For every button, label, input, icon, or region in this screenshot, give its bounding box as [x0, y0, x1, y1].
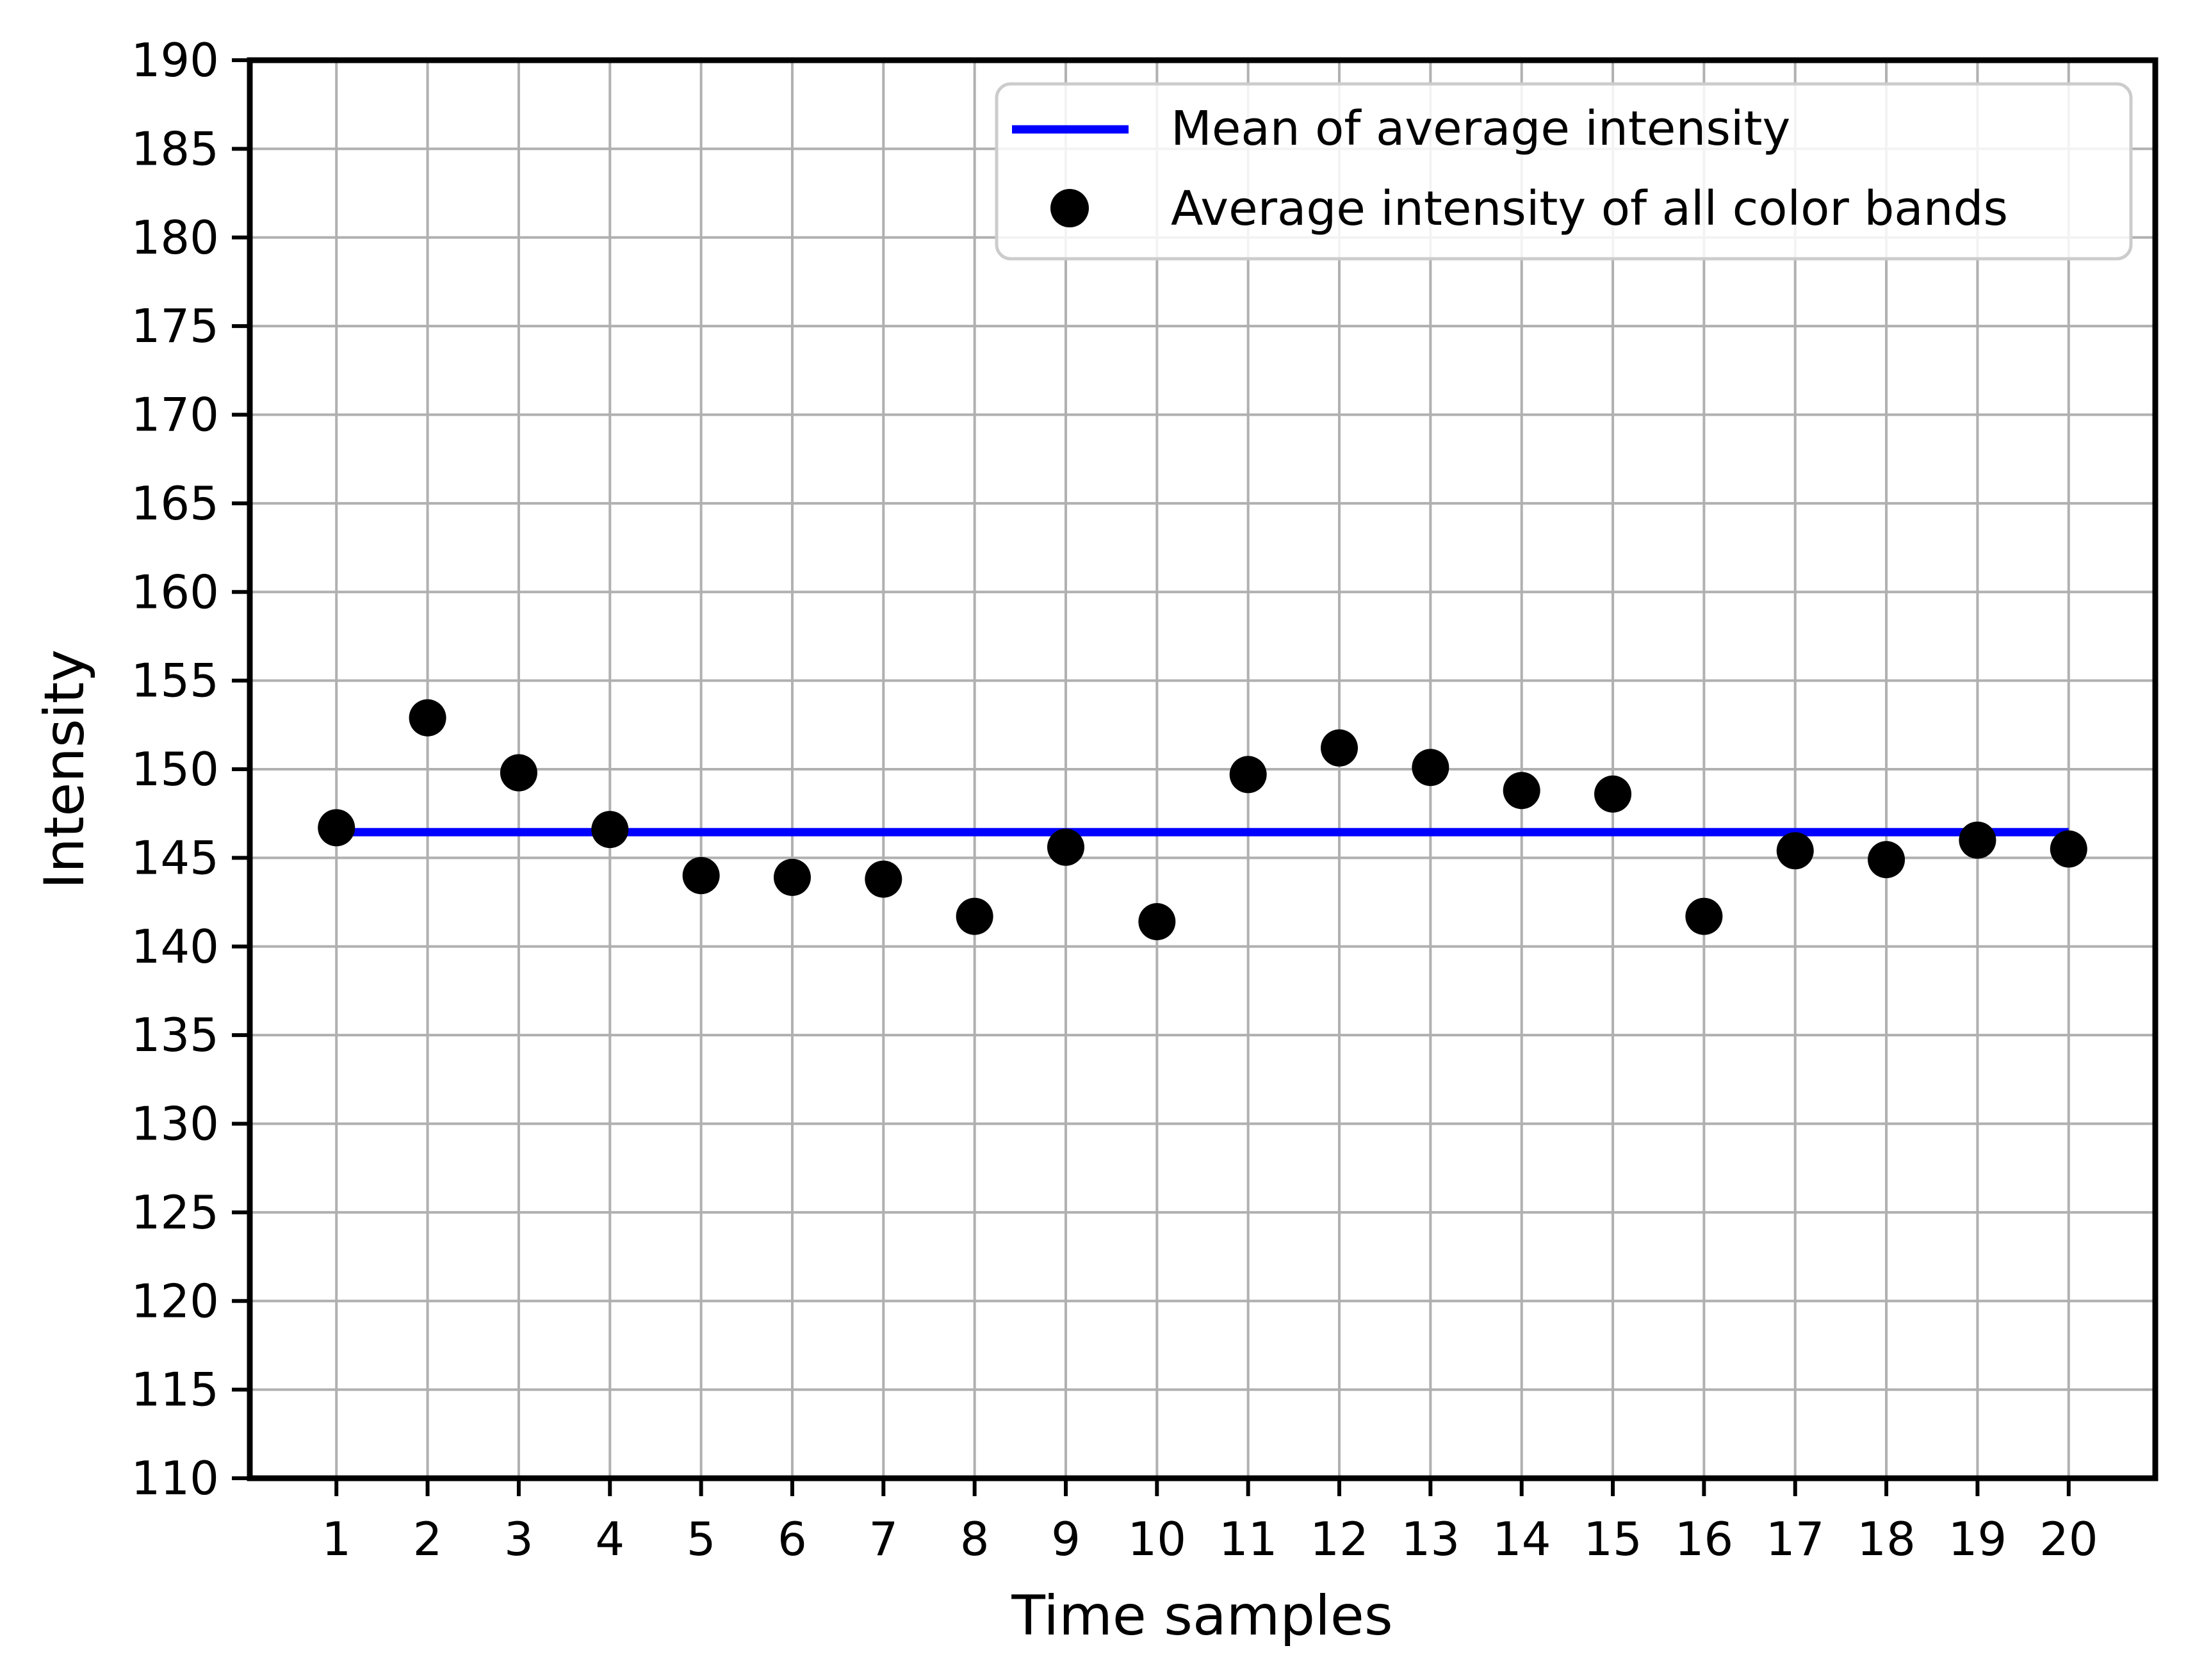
legend-dot-sample	[1050, 189, 1089, 227]
data-point-1	[318, 809, 355, 847]
x-tick-label: 8	[960, 1512, 990, 1566]
x-tick-label: 2	[413, 1512, 443, 1566]
x-tick-label: 7	[869, 1512, 898, 1566]
x-tick-label: 10	[1128, 1512, 1187, 1566]
axis-ticks: 1 2 3 4 5 6 7 8 9 10 11 12 13 14 15 16 17 18 19 20190185180…	[131, 33, 2098, 1566]
data-point-20	[2050, 830, 2087, 868]
legend-label-mean: Mean of average intensity	[1171, 101, 1790, 156]
y-tick-label: 150	[131, 742, 219, 796]
data-point-19	[1959, 821, 1996, 859]
y-tick-label: 125	[131, 1186, 219, 1239]
x-tick-label: 20	[2039, 1512, 2098, 1566]
legend-box	[995, 82, 2133, 261]
x-axis-label: Time samples	[1011, 1584, 1392, 1648]
data-point-13	[1412, 749, 1449, 787]
x-tick-label: 4	[595, 1512, 624, 1566]
data-point-4	[591, 811, 629, 849]
y-tick-label: 135	[131, 1008, 219, 1062]
y-tick-label: 170	[131, 388, 219, 442]
y-tick-label: 115	[131, 1363, 219, 1417]
data-point-7	[865, 860, 902, 898]
x-tick-label: 5	[687, 1512, 716, 1566]
y-tick-label: 165	[131, 477, 219, 530]
x-tick-label: 3	[504, 1512, 534, 1566]
data-point-17	[1776, 832, 1814, 870]
y-tick-label: 180	[131, 211, 219, 265]
x-tick-label: 9	[1051, 1512, 1081, 1566]
x-tick-label: 18	[1857, 1512, 1916, 1566]
x-tick-label: 19	[1948, 1512, 2007, 1566]
data-point-8	[956, 897, 993, 935]
x-tick-label: 17	[1766, 1512, 1825, 1566]
data-point-10	[1138, 903, 1176, 941]
data-point-9	[1047, 828, 1084, 866]
x-tick-label: 6	[778, 1512, 807, 1566]
y-tick-label: 160	[131, 565, 219, 619]
legend-label-average: Average intensity of all color bands	[1171, 181, 2008, 236]
x-tick-label: 14	[1492, 1512, 1551, 1566]
y-axis-label: Intensity	[33, 649, 97, 889]
x-tick-label: 11	[1219, 1512, 1278, 1566]
y-tick-label: 120	[131, 1274, 219, 1328]
legend: Mean of average intensity Average intens…	[995, 82, 2133, 261]
data-point-11	[1229, 756, 1267, 794]
data-point-18	[1868, 841, 1905, 879]
y-tick-label: 190	[131, 33, 219, 87]
y-tick-label: 145	[131, 831, 219, 885]
y-tick-label: 130	[131, 1097, 219, 1151]
y-tick-label: 140	[131, 920, 219, 974]
data-point-2	[409, 699, 446, 737]
plot-frame	[247, 57, 2158, 1481]
data-series	[318, 699, 2087, 941]
x-tick-label: 12	[1310, 1512, 1369, 1566]
y-tick-label: 175	[131, 299, 219, 353]
data-point-12	[1321, 729, 1359, 767]
x-tick-label: 13	[1401, 1512, 1460, 1566]
x-tick-label: 16	[1675, 1512, 1734, 1566]
y-tick-label: 110	[131, 1451, 219, 1505]
x-tick-label: 15	[1583, 1512, 1642, 1566]
x-tick-label: 1	[322, 1512, 351, 1566]
data-point-5	[682, 857, 720, 895]
data-point-6	[773, 858, 811, 896]
y-tick-label: 155	[131, 654, 219, 708]
data-point-3	[500, 754, 537, 792]
data-point-16	[1685, 897, 1723, 935]
data-point-15	[1594, 775, 1632, 813]
data-point-14	[1503, 772, 1540, 810]
y-tick-label: 185	[131, 122, 219, 175]
